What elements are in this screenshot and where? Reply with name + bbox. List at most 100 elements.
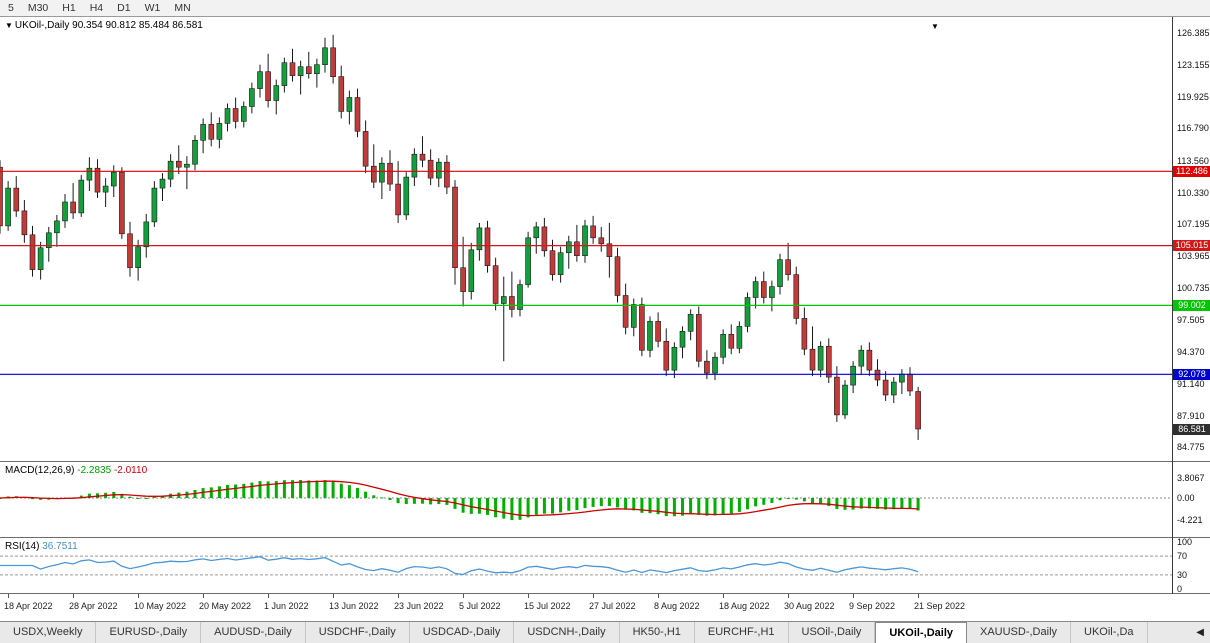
date-axis-label: 10 May 2022 bbox=[134, 601, 187, 611]
date-axis-label: 23 Jun 2022 bbox=[394, 601, 444, 611]
time-axis-tick bbox=[138, 594, 139, 598]
price-axis-label: 87.910 bbox=[1177, 411, 1205, 421]
chart-symbol-label: UKOil-,Daily bbox=[14, 20, 70, 31]
timeframe-button[interactable]: H1 bbox=[62, 2, 76, 14]
chart-ohlc-values: 90.354 90.812 85.484 86.581 bbox=[72, 20, 203, 31]
indicator-axis-label: 0.00 bbox=[1177, 493, 1195, 503]
timeframe-button[interactable]: H4 bbox=[89, 2, 104, 14]
tabs-scroll-left-icon[interactable]: ◀ bbox=[1194, 627, 1206, 638]
date-axis-label: 9 Sep 2022 bbox=[849, 601, 896, 611]
time-axis-tick bbox=[268, 594, 269, 598]
price-level-badge: 86.581 bbox=[1173, 424, 1210, 435]
time-axis-tick bbox=[528, 594, 529, 598]
timeframe-toolbar: 5 M30 H1 H4 D1 W1 MN bbox=[0, 0, 1210, 17]
time-axis-tick bbox=[853, 594, 854, 598]
time-axis-tick bbox=[723, 594, 724, 598]
price-axis-label: 116.790 bbox=[1177, 123, 1209, 133]
date-axis-label: 27 Jul 2022 bbox=[589, 601, 636, 611]
indicator-axis-label: 70 bbox=[1177, 551, 1188, 561]
time-axis-tick bbox=[73, 594, 74, 598]
price-axis-label: 103.965 bbox=[1177, 251, 1210, 261]
price-axis-label: 100.735 bbox=[1177, 283, 1210, 293]
price-axis-label: 119.925 bbox=[1177, 92, 1209, 102]
chart-tab[interactable]: XAUUSD-,Daily bbox=[967, 622, 1072, 643]
macd-indicator-label: MACD(12,26,9) -2.2835 -2.0110 bbox=[5, 465, 147, 476]
indicator-axis-label: 30 bbox=[1177, 570, 1188, 580]
rsi-line bbox=[0, 556, 919, 576]
time-axis-tick bbox=[463, 594, 464, 598]
rsi-value: 36.7511 bbox=[42, 541, 78, 552]
price-axis-label: 84.775 bbox=[1177, 442, 1205, 452]
time-axis[interactable]: 18 Apr 2022 28 Apr 2022 10 May 2022 20 May … bbox=[0, 594, 1172, 620]
timeframe-button[interactable]: MN bbox=[174, 2, 191, 14]
price-axis-label: 97.505 bbox=[1177, 315, 1205, 325]
timeframe-button[interactable]: D1 bbox=[117, 2, 131, 14]
macd-indicator-pane[interactable] bbox=[0, 462, 1172, 537]
rsi-indicator-pane[interactable] bbox=[0, 538, 1172, 593]
date-axis-label: 13 Jun 2022 bbox=[329, 601, 379, 611]
price-axis-label: 91.140 bbox=[1177, 379, 1205, 389]
chart-tab[interactable]: AUDUSD-,Daily bbox=[201, 622, 306, 643]
time-axis-tick bbox=[658, 594, 659, 598]
rsi-name: RSI(14) bbox=[5, 541, 40, 552]
time-axis-tick bbox=[918, 594, 919, 598]
chart-tab[interactable]: HK50-,H1 bbox=[620, 622, 695, 643]
pane-separator[interactable] bbox=[0, 593, 1210, 594]
chart-tab[interactable]: USDX,Weekly bbox=[0, 622, 97, 643]
date-axis-label: 30 Aug 2022 bbox=[784, 601, 835, 611]
time-axis-tick bbox=[8, 594, 9, 598]
macd-histogram bbox=[0, 480, 920, 520]
price-level-badge: 105.015 bbox=[1173, 240, 1210, 251]
date-axis-label: 18 Aug 2022 bbox=[719, 601, 770, 611]
indicator-axis-label: 0 bbox=[1177, 584, 1183, 594]
chart-tab[interactable]: USDCNH-,Daily bbox=[514, 622, 620, 643]
indicator-axis-label: -4.221 bbox=[1177, 515, 1203, 525]
chart-area: ▼ UKOil-,Daily 90.354 90.812 85.484 86.58… bbox=[0, 17, 1210, 621]
chart-tab[interactable]: USOil-,Daily bbox=[789, 622, 876, 643]
chart-tab[interactable]: UKOil-,Daily bbox=[875, 622, 967, 643]
date-axis-label: 15 Jul 2022 bbox=[524, 601, 571, 611]
timeframe-button[interactable]: W1 bbox=[144, 2, 161, 14]
chart-tab[interactable]: UKOil-,Da bbox=[1071, 622, 1148, 643]
time-axis-tick bbox=[203, 594, 204, 598]
date-axis-label: 1 Jun 2022 bbox=[264, 601, 309, 611]
price-axis-label: 113.560 bbox=[1177, 156, 1209, 166]
macd-name: MACD(12,26,9) bbox=[5, 465, 75, 476]
time-axis-tick bbox=[593, 594, 594, 598]
indicator-axis-label: 100 bbox=[1177, 537, 1193, 547]
candlestick-series bbox=[0, 34, 921, 440]
timeframe-button[interactable]: M30 bbox=[27, 2, 49, 14]
price-axis-label: 94.370 bbox=[1177, 347, 1205, 357]
macd-main-value: -2.2835 bbox=[77, 465, 112, 476]
price-level-badge: 112.486 bbox=[1173, 166, 1210, 177]
time-axis-tick bbox=[398, 594, 399, 598]
indicator-axis-label: 3.8067 bbox=[1177, 473, 1205, 483]
date-axis-label: 28 Apr 2022 bbox=[69, 601, 118, 611]
main-price-pane[interactable]: ▼ UKOil-,Daily 90.354 90.812 85.484 86.58… bbox=[0, 17, 1172, 461]
date-axis-label: 5 Jul 2022 bbox=[459, 601, 501, 611]
price-level-badge: 99.002 bbox=[1173, 300, 1210, 311]
pane-separator[interactable] bbox=[0, 537, 1210, 538]
chart-tab[interactable]: USDCAD-,Daily bbox=[410, 622, 515, 643]
chart-tab-bar: USDX,Weekly EURUSD-,Daily AUDUSD-,Daily USD… bbox=[0, 621, 1210, 643]
price-axis-label: 126.385 bbox=[1177, 28, 1210, 38]
price-scale[interactable]: 126.385 123.155 119.925 116.790 113.560 110.3… bbox=[1172, 17, 1210, 594]
chart-title: ▼ UKOil-,Daily 90.354 90.812 85.484 86.58… bbox=[5, 20, 203, 31]
rsi-indicator-label: RSI(14) 36.7511 bbox=[5, 541, 78, 552]
chart-dropdown-icon[interactable]: ▼ bbox=[5, 21, 13, 30]
date-axis-label: 21 Sep 2022 bbox=[914, 601, 966, 611]
chart-tab[interactable]: USDCHF-,Daily bbox=[306, 622, 410, 643]
macd-signal-value: -2.0110 bbox=[113, 465, 148, 476]
pane-separator[interactable] bbox=[0, 461, 1210, 462]
chart-tab[interactable]: EURUSD-,Daily bbox=[96, 622, 202, 643]
chart-shift-marker-icon: ▼ bbox=[931, 22, 939, 31]
price-axis-label: 123.155 bbox=[1177, 60, 1210, 70]
date-axis-label: 18 Apr 2022 bbox=[4, 601, 53, 611]
price-axis-label: 110.330 bbox=[1177, 188, 1209, 198]
chart-tab[interactable]: EURCHF-,H1 bbox=[695, 622, 789, 643]
date-axis-label: 20 May 2022 bbox=[199, 601, 252, 611]
date-axis-label: 8 Aug 2022 bbox=[654, 601, 700, 611]
timeframe-button[interactable]: 5 bbox=[8, 2, 14, 14]
price-level-badge: 92.078 bbox=[1173, 369, 1210, 380]
candlestick-chart[interactable] bbox=[0, 17, 1172, 461]
